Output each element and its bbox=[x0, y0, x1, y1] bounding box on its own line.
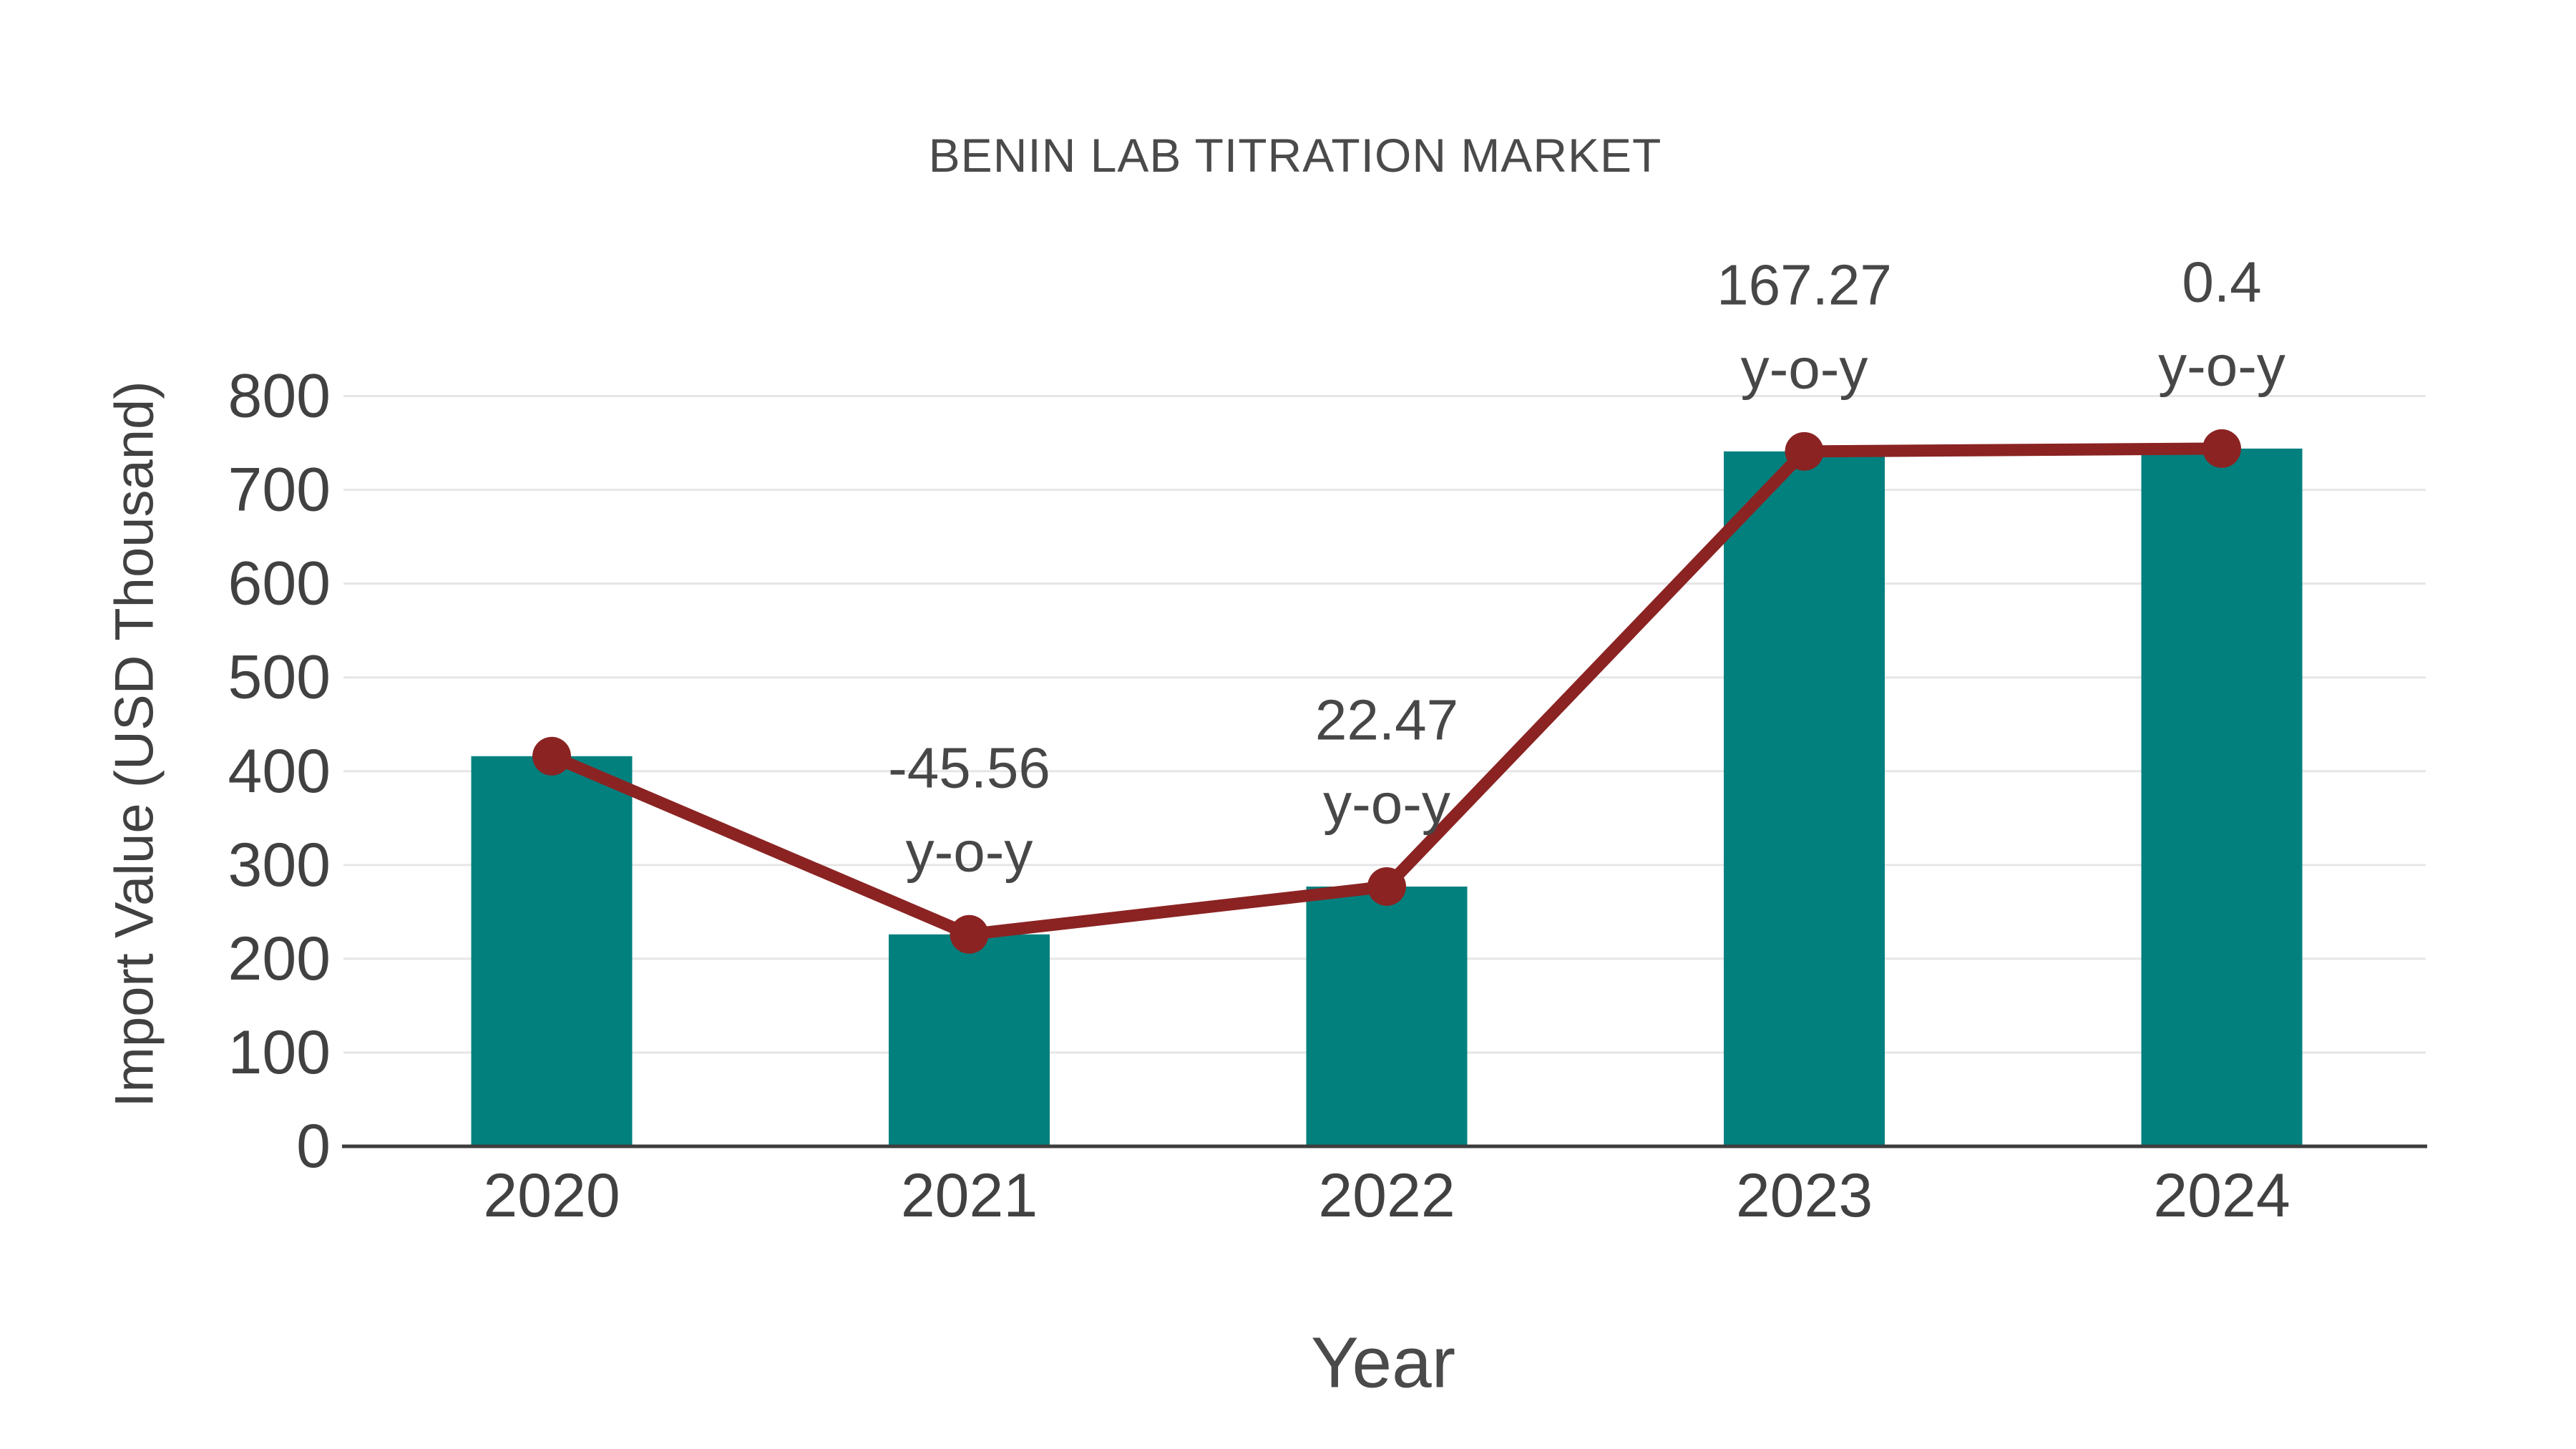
bar-2022 bbox=[1306, 886, 1468, 1146]
y-tick-label-700: 700 bbox=[228, 456, 331, 525]
x-tick-label-2022: 2022 bbox=[1318, 1161, 1455, 1230]
bar-2020 bbox=[471, 756, 633, 1146]
annotation-2021-label: y-o-y bbox=[906, 819, 1033, 883]
x-axis-title: Year bbox=[1310, 1322, 1456, 1403]
y-tick-label-100: 100 bbox=[228, 1018, 331, 1087]
marker-2021 bbox=[950, 914, 989, 954]
marker-2023 bbox=[1785, 431, 1824, 471]
annotation-2024-label: y-o-y bbox=[2158, 333, 2285, 397]
annotation-2023-label: y-o-y bbox=[1741, 336, 1868, 400]
y-tick-label-400: 400 bbox=[228, 737, 331, 806]
y-tick-label-500: 500 bbox=[228, 643, 331, 712]
y-tick-label-600: 600 bbox=[228, 550, 331, 618]
annotation-2022-value: 22.47 bbox=[1315, 688, 1458, 751]
marker-2022 bbox=[1367, 867, 1406, 906]
marker-2020 bbox=[532, 736, 571, 776]
y-tick-label-300: 300 bbox=[228, 831, 331, 899]
annotation-2024-value: 0.4 bbox=[2182, 250, 2261, 313]
bar-2023 bbox=[1724, 451, 1885, 1146]
x-tick-label-2024: 2024 bbox=[2153, 1161, 2290, 1230]
annotation-2022-label: y-o-y bbox=[1323, 771, 1450, 835]
annotation-2021-value: -45.56 bbox=[888, 736, 1050, 799]
x-tick-label-2020: 2020 bbox=[483, 1161, 620, 1230]
chart-title: BENIN LAB TITRATION MARKET bbox=[928, 129, 1662, 182]
annotation-2023-value: 167.27 bbox=[1717, 253, 1892, 316]
y-tick-label-200: 200 bbox=[228, 924, 331, 993]
bar-2021 bbox=[889, 934, 1050, 1146]
bar-2024 bbox=[2141, 448, 2303, 1146]
x-tick-label-2023: 2023 bbox=[1736, 1161, 1873, 1230]
y-tick-label-0: 0 bbox=[296, 1112, 331, 1181]
y-tick-label-800: 800 bbox=[228, 362, 331, 431]
marker-2024 bbox=[2202, 429, 2241, 468]
x-tick-label-2021: 2021 bbox=[901, 1161, 1038, 1230]
